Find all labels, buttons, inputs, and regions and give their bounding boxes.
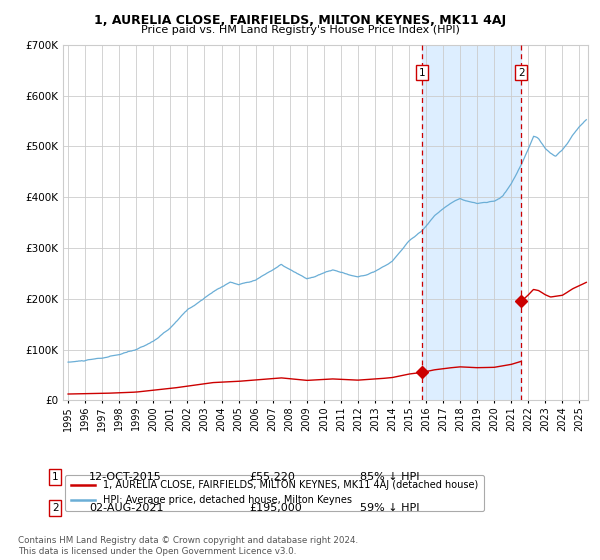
Text: 12-OCT-2015: 12-OCT-2015 — [89, 472, 161, 482]
Text: 59% ↓ HPI: 59% ↓ HPI — [360, 503, 419, 513]
Text: 2: 2 — [518, 68, 524, 78]
Text: 1: 1 — [419, 68, 425, 78]
Text: 1, AURELIA CLOSE, FAIRFIELDS, MILTON KEYNES, MK11 4AJ: 1, AURELIA CLOSE, FAIRFIELDS, MILTON KEY… — [94, 14, 506, 27]
Text: 1: 1 — [52, 472, 59, 482]
Text: 85% ↓ HPI: 85% ↓ HPI — [360, 472, 419, 482]
Text: 2: 2 — [52, 503, 59, 513]
Text: 02-AUG-2021: 02-AUG-2021 — [89, 503, 163, 513]
Text: Price paid vs. HM Land Registry's House Price Index (HPI): Price paid vs. HM Land Registry's House … — [140, 25, 460, 35]
Text: Contains HM Land Registry data © Crown copyright and database right 2024.
This d: Contains HM Land Registry data © Crown c… — [18, 536, 358, 556]
Legend: 1, AURELIA CLOSE, FAIRFIELDS, MILTON KEYNES, MK11 4AJ (detached house), HPI: Ave: 1, AURELIA CLOSE, FAIRFIELDS, MILTON KEY… — [65, 475, 484, 511]
Text: £55,220: £55,220 — [249, 472, 295, 482]
Text: £195,000: £195,000 — [249, 503, 302, 513]
Bar — [422, 45, 521, 400]
